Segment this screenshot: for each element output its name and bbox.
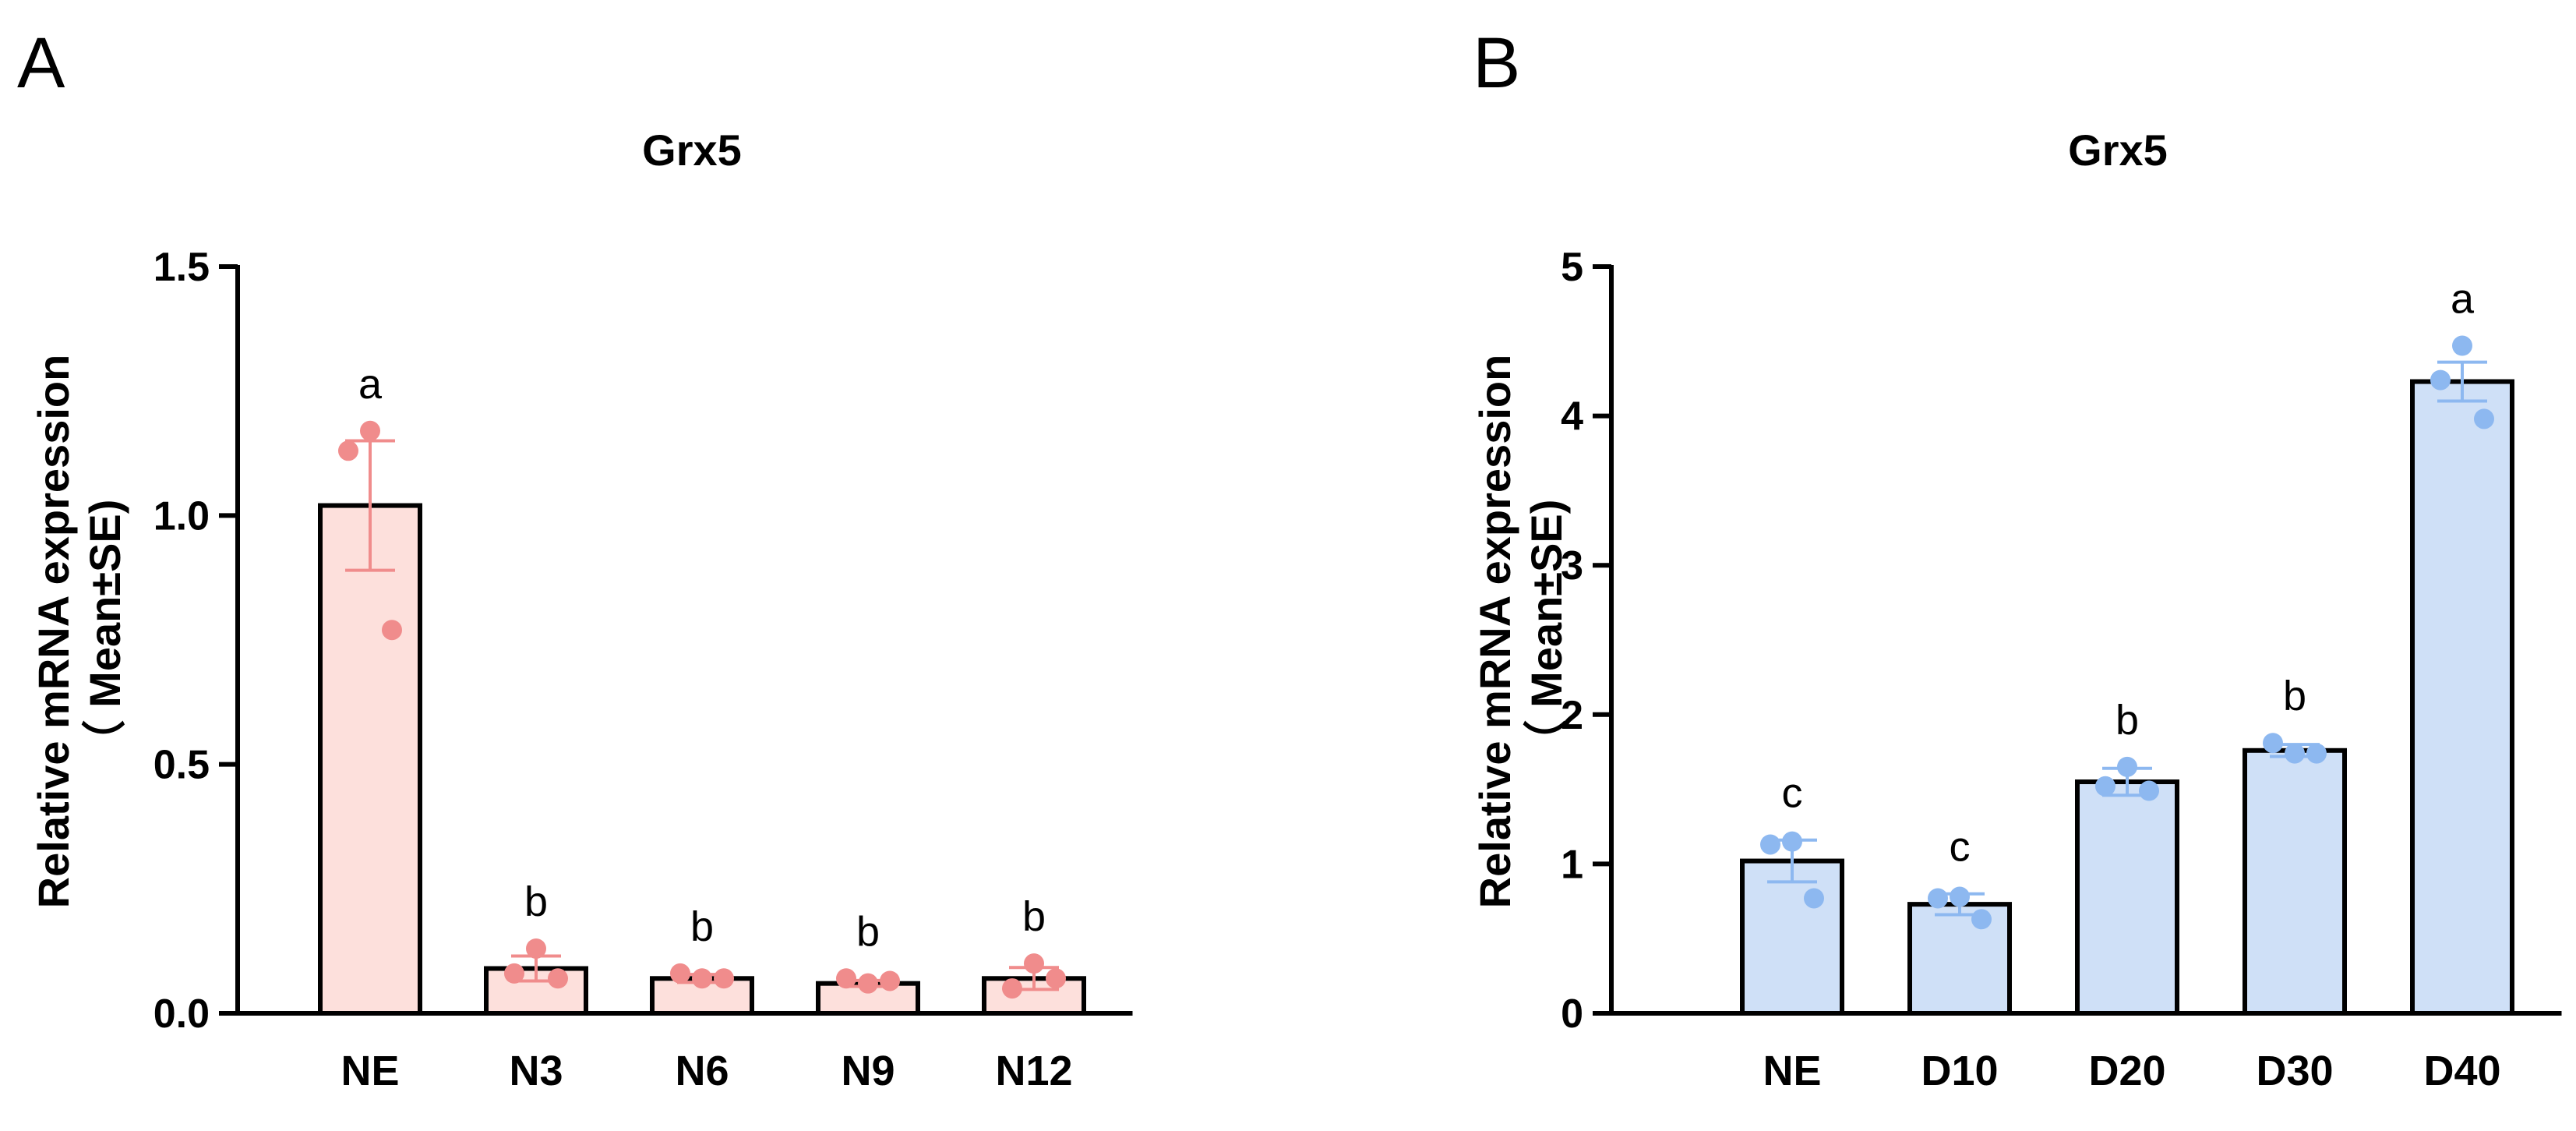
data-point	[2452, 335, 2472, 356]
data-point	[1760, 834, 1780, 855]
data-point	[1782, 831, 1802, 852]
data-point	[1971, 909, 1992, 930]
data-point	[1928, 888, 1948, 909]
panel-letter: B	[1473, 23, 1520, 103]
x-tick-label: N12	[995, 1048, 1072, 1094]
plot-area: 0.0 0.5 1.0 1.5 a NE b N3 b N6 b N9 b N12	[154, 245, 1133, 1094]
bar	[1907, 902, 2012, 1016]
y-tick-label: 5	[1561, 245, 1583, 290]
y-tick-label: 4	[1561, 394, 1583, 440]
data-point	[338, 440, 358, 461]
x-tick-label: D30	[2256, 1048, 2333, 1094]
data-point	[382, 620, 402, 641]
panel-a: A Grx5 Relative mRNA expression （ Mean±S…	[17, 23, 1133, 1094]
data-point	[1046, 968, 1066, 989]
significance-letter: b	[2115, 697, 2139, 744]
data-point	[2095, 776, 2115, 797]
significance-letter: c	[1950, 824, 1971, 871]
bar	[2243, 748, 2347, 1016]
significance-letter: c	[1782, 770, 1803, 817]
data-point	[2139, 780, 2159, 801]
data-point	[2263, 733, 2283, 754]
y-axis-label-sub: （ Mean±SE)	[80, 500, 129, 764]
data-point	[2117, 756, 2137, 777]
y-tick-label: 2	[1561, 693, 1583, 738]
panel-b: B Grx5 Relative mRNA expression （ Mean±S…	[1470, 23, 2562, 1094]
data-point	[2430, 369, 2451, 391]
data-point	[526, 938, 546, 959]
y-axis-label-sub: （ Mean±SE)	[1522, 500, 1571, 764]
significance-letter: a	[2451, 276, 2475, 323]
x-tick-label: NE	[341, 1048, 399, 1094]
data-point	[2285, 743, 2305, 764]
y-tick-label: 1.5	[154, 245, 210, 290]
x-tick-label: N6	[675, 1048, 729, 1094]
x-tick-label: D10	[1921, 1048, 1998, 1094]
chart-title: Grx5	[642, 125, 742, 175]
bar	[1740, 858, 1844, 1016]
x-tick-label: N3	[509, 1048, 563, 1094]
significance-letter: a	[358, 361, 383, 408]
x-tick-label: NE	[1763, 1048, 1821, 1094]
data-point	[1804, 888, 1824, 909]
y-tick-label: 0.0	[154, 991, 210, 1037]
bar	[2410, 379, 2514, 1016]
y-tick-label: 0.5	[154, 743, 210, 788]
x-tick-label: D20	[2088, 1048, 2165, 1094]
significance-letter: b	[1022, 893, 1046, 940]
y-tick-label: 1	[1561, 842, 1583, 887]
significance-letter: b	[856, 908, 880, 955]
y-axis-label: Relative mRNA expression	[29, 355, 78, 909]
data-point	[858, 973, 878, 994]
y-tick-label: 1.0	[154, 493, 210, 539]
data-point	[2306, 743, 2327, 764]
significance-letter: b	[2283, 673, 2306, 719]
data-point	[1024, 953, 1044, 974]
data-point	[670, 963, 690, 984]
bar	[318, 503, 422, 1016]
data-point	[1950, 886, 1970, 907]
x-tick-label: N9	[841, 1048, 895, 1094]
data-point	[692, 968, 712, 989]
plot-area: 0 1 2 3 4 5 c NE c D10 b D20 b D30 a D40	[1561, 245, 2562, 1094]
significance-letter: b	[524, 878, 548, 925]
y-tick-label: 0	[1561, 991, 1583, 1037]
data-point	[360, 420, 380, 441]
data-point	[880, 970, 900, 991]
data-point	[836, 968, 856, 989]
data-point	[714, 968, 734, 989]
bar	[2075, 779, 2179, 1016]
data-point	[548, 968, 568, 989]
y-tick-label: 3	[1561, 543, 1583, 588]
significance-letter: b	[690, 903, 714, 950]
data-point	[1002, 978, 1022, 999]
y-axis-label: Relative mRNA expression	[1470, 355, 1519, 909]
chart-title: Grx5	[2068, 125, 2168, 175]
data-point	[2474, 408, 2494, 429]
data-point	[504, 963, 524, 984]
panel-letter: A	[17, 23, 65, 103]
x-tick-label: D40	[2423, 1048, 2500, 1094]
